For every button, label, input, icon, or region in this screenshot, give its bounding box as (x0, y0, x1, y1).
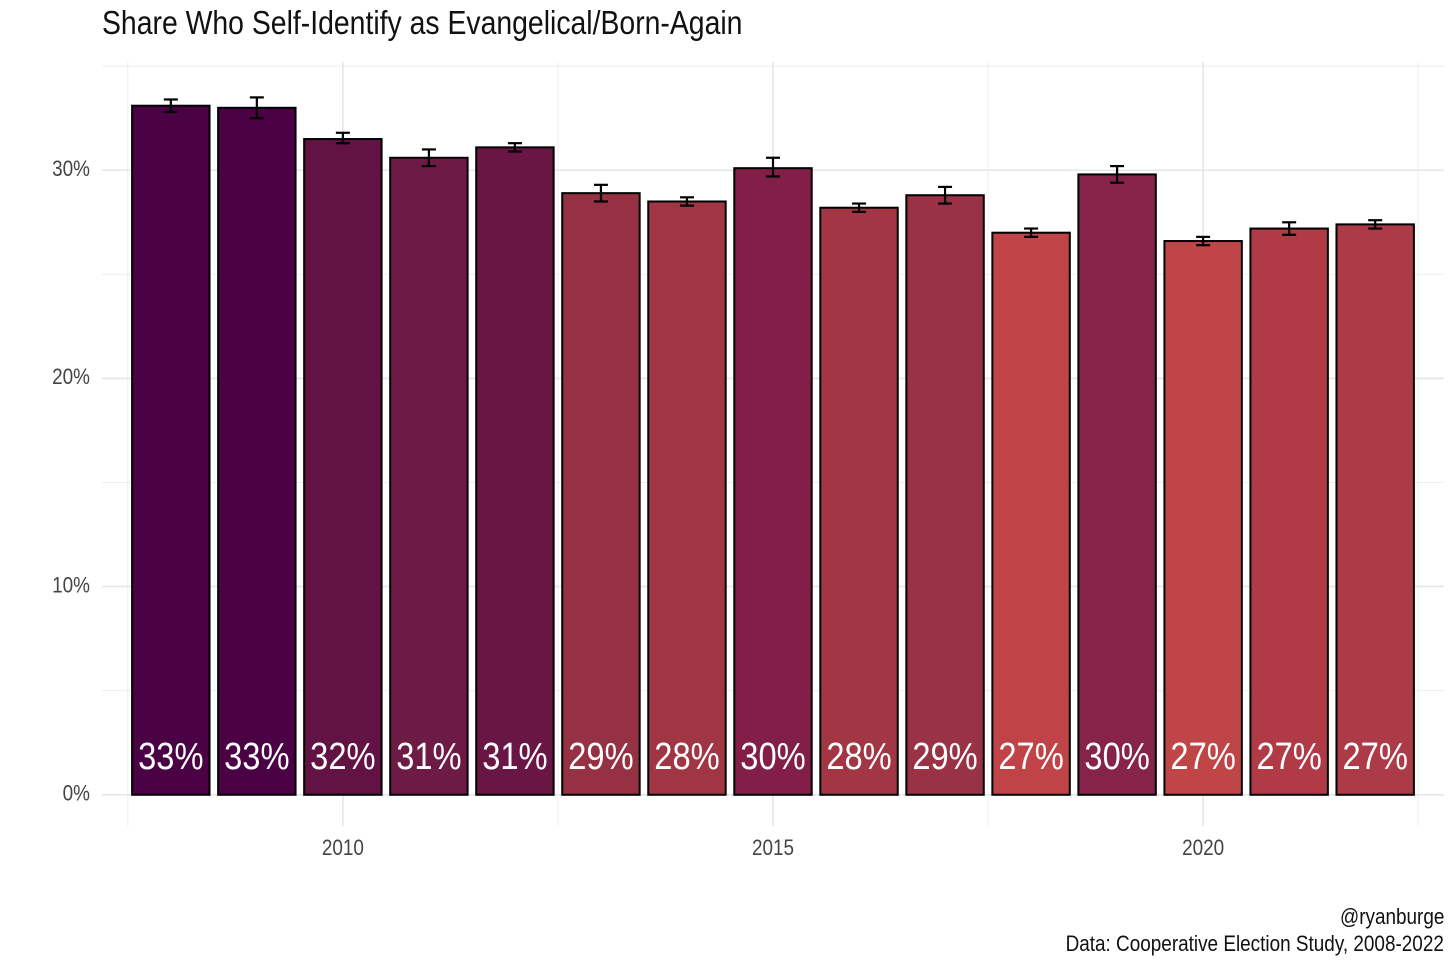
y-tick-label: 10% (52, 573, 90, 598)
bar-2022 (1335, 223, 1415, 796)
data-label-2010: 32% (310, 734, 375, 777)
bar-2011 (389, 156, 469, 796)
x-tick-label: 2020 (1182, 836, 1224, 861)
y-tick-label: 20% (52, 365, 90, 390)
y-tick-label: 0% (63, 781, 90, 806)
x-tick-label: 2015 (752, 836, 794, 861)
data-label-2022: 27% (1342, 734, 1407, 777)
bar-2012 (475, 146, 555, 796)
y-tick-label: 30% (52, 157, 90, 182)
bar-2010 (303, 138, 383, 796)
data-label-2016: 28% (826, 734, 891, 777)
data-label-2008: 33% (138, 734, 203, 777)
caption-handle: @ryanburge (1339, 904, 1444, 929)
data-label-2014: 28% (654, 734, 719, 777)
bar-2014 (647, 200, 727, 796)
bars (131, 104, 1415, 796)
data-label-2009: 33% (224, 734, 289, 777)
caption-source: Data: Cooperative Election Study, 2008-2… (1065, 931, 1444, 956)
bar-2018 (991, 231, 1071, 796)
x-tick-label: 2010 (322, 836, 364, 861)
bar-2019 (1077, 173, 1157, 796)
x-axis-ticks: 2010 2015 2020 (322, 836, 1224, 861)
data-label-2015: 30% (740, 734, 805, 777)
bar-2015 (733, 167, 813, 796)
data-label-2017: 29% (912, 734, 977, 777)
bar-2021 (1249, 227, 1329, 796)
data-label-2018: 27% (998, 734, 1063, 777)
data-label-2011: 31% (396, 734, 461, 777)
bar-2020 (1163, 240, 1243, 796)
chart-title: Share Who Self-Identify as Evangelical/B… (102, 4, 743, 41)
y-axis-ticks: 0% 10% 20% 30% (52, 157, 90, 806)
error-bars (163, 96, 1383, 247)
data-label-2021: 27% (1256, 734, 1321, 777)
data-label-2013: 29% (568, 734, 633, 777)
bar-2016 (819, 206, 899, 796)
data-labels: 33% 33% 32% 31% 31% 29% 28% 30% 28% 29% 27% 30% 27% 2… (138, 734, 1408, 777)
data-label-2012: 31% (482, 734, 547, 777)
data-label-2020: 27% (1170, 734, 1235, 777)
bar-2008 (131, 104, 211, 796)
bar-2013 (561, 192, 641, 796)
bar-2009 (217, 106, 297, 796)
data-label-2019: 30% (1084, 734, 1149, 777)
bar-2017 (905, 194, 985, 796)
